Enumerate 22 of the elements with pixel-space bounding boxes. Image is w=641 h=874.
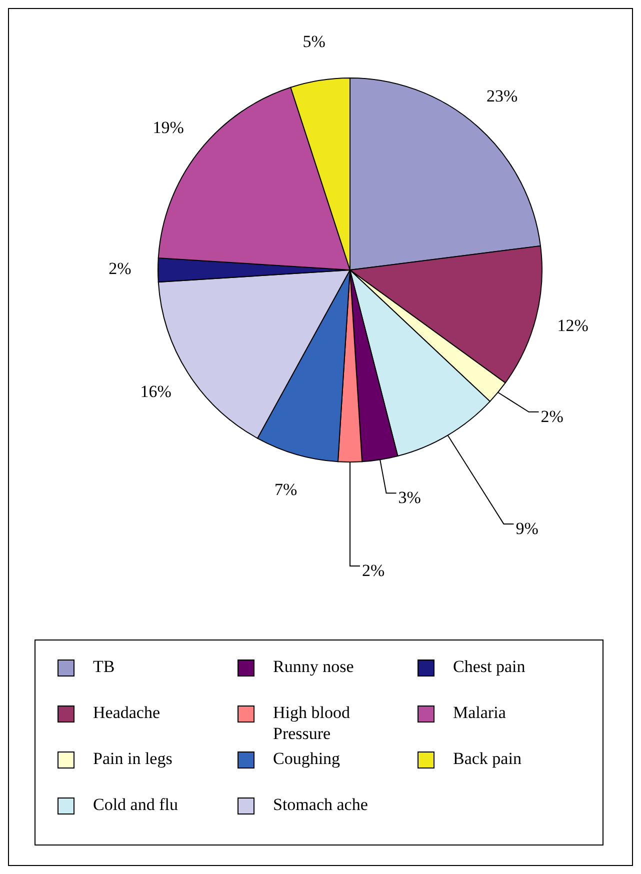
legend-label: Cold and flu [93,794,178,814]
legend-label: High blood Pressure [273,702,350,743]
data-label: 2% [108,258,132,278]
legend-label: Chest pain [453,656,526,676]
data-label: 3% [398,488,421,508]
legend-label: Malaria [453,702,506,722]
legend-label: Pain in legs [93,748,172,768]
data-label: 2% [540,406,564,426]
data-label: 16% [140,382,172,402]
legend-label: Headache [93,702,160,722]
legend-label: Stomach ache [273,794,368,814]
legend-label: Back pain [453,748,522,768]
data-label: 7% [274,480,298,499]
data-label: 12% [557,316,588,336]
legend-label: TB [93,656,115,676]
data-label: 9% [516,518,538,538]
data-label: 23% [486,86,518,106]
data-label: 2% [362,560,385,580]
legend-label: Runny nose [273,656,354,676]
legend-label: Coughing [273,748,341,768]
data-label: 5% [302,32,326,51]
data-label: 19% [152,118,184,137]
